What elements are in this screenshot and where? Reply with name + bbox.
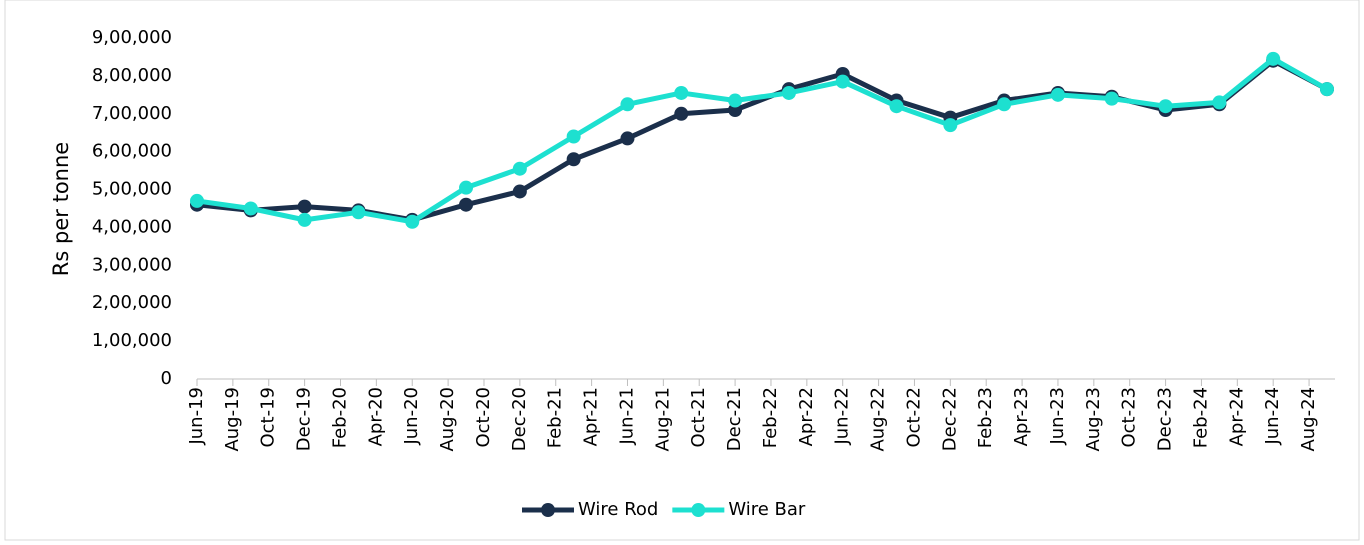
- y-tick-label: 7,00,000: [92, 103, 172, 124]
- x-tick-label: Aug-24: [1298, 387, 1319, 452]
- x-tick-label: Apr-24: [1226, 387, 1247, 446]
- x-tick-label: Dec-20: [509, 387, 530, 451]
- data-point: [674, 106, 689, 121]
- x-tick-label: Feb-20: [329, 387, 350, 448]
- data-point: [405, 214, 420, 229]
- x-tick-label: Aug-20: [437, 387, 458, 452]
- x-tick-label: Feb-24: [1190, 387, 1211, 448]
- x-tick-label: Dec-22: [939, 387, 960, 451]
- x-tick-label: Feb-23: [975, 387, 996, 448]
- data-point: [190, 193, 204, 208]
- data-point: [943, 118, 958, 133]
- data-point: [512, 184, 527, 199]
- x-tick-label: Jun-24: [1262, 387, 1283, 446]
- x-tick-label: Aug-21: [652, 387, 673, 452]
- legend-marker: [691, 503, 706, 517]
- data-point: [674, 85, 689, 100]
- y-tick-label: 3,00,000: [92, 254, 172, 275]
- x-tick-label: Jun-20: [401, 387, 422, 446]
- x-tick-label: Dec-21: [724, 387, 745, 451]
- x-tick-label: Feb-21: [545, 387, 566, 448]
- y-tick-label: 4,00,000: [92, 216, 172, 237]
- legend-label: Wire Rod: [578, 499, 658, 520]
- data-point: [243, 201, 258, 216]
- legend-label: Wire Bar: [728, 499, 806, 520]
- x-tick-label: Oct-19: [258, 387, 279, 448]
- data-point: [459, 180, 474, 195]
- data-point: [1320, 82, 1334, 97]
- data-point: [728, 93, 743, 108]
- y-tick-label: 0: [161, 368, 172, 389]
- x-tick-label: Feb-22: [760, 387, 781, 448]
- x-tick-label: Dec-23: [1155, 387, 1176, 451]
- x-tick-label: Aug-19: [222, 387, 243, 452]
- series-line: [196, 56, 1329, 225]
- data-point: [459, 197, 474, 212]
- y-tick-label: 9,00,000: [92, 27, 172, 48]
- x-tick-label: Dec-19: [294, 387, 315, 451]
- y-tick-label: 8,00,000: [92, 65, 172, 86]
- data-point: [781, 85, 796, 100]
- chart-frame: [4, 0, 1360, 541]
- data-point: [1104, 91, 1119, 106]
- data-point: [566, 152, 581, 167]
- x-tick-label: Apr-20: [365, 387, 386, 446]
- x-tick-label: Aug-22: [868, 387, 889, 452]
- x-tick-label: Aug-23: [1083, 387, 1104, 452]
- x-tick-label: Apr-22: [796, 387, 817, 446]
- x-tick-label: Jun-22: [832, 387, 853, 446]
- x-tick-label: Jun-19: [186, 387, 207, 446]
- data-point: [889, 99, 904, 114]
- data-point: [566, 129, 581, 144]
- y-tick-label: 6,00,000: [92, 141, 172, 162]
- data-point: [512, 161, 527, 176]
- data-point: [1212, 95, 1227, 110]
- x-tick-label: Oct-22: [903, 387, 924, 448]
- data-point: [297, 212, 312, 227]
- legend-marker: [541, 503, 555, 517]
- data-point: [1266, 51, 1281, 66]
- x-tick-label: Apr-21: [581, 387, 602, 446]
- data-point: [1158, 99, 1173, 114]
- data-point: [997, 97, 1012, 112]
- x-tick-label: Oct-20: [473, 387, 494, 448]
- data-point: [835, 74, 850, 89]
- x-tick-label: Oct-23: [1119, 387, 1140, 448]
- data-point: [351, 205, 366, 220]
- y-tick-label: 2,00,000: [92, 292, 172, 313]
- data-point: [1050, 87, 1065, 102]
- y-tick-label: 5,00,000: [92, 179, 172, 200]
- y-tick-label: 1,00,000: [92, 330, 172, 351]
- data-point: [620, 97, 635, 112]
- x-tick-label: Apr-23: [1011, 387, 1032, 446]
- x-tick-label: Oct-21: [688, 387, 709, 448]
- x-tick-label: Jun-23: [1047, 387, 1068, 446]
- data-point: [297, 199, 312, 214]
- x-tick-label: Jun-21: [616, 387, 637, 446]
- y-axis-label: Rs per tonne: [49, 142, 73, 276]
- series-line: [196, 58, 1329, 223]
- data-point: [620, 131, 635, 146]
